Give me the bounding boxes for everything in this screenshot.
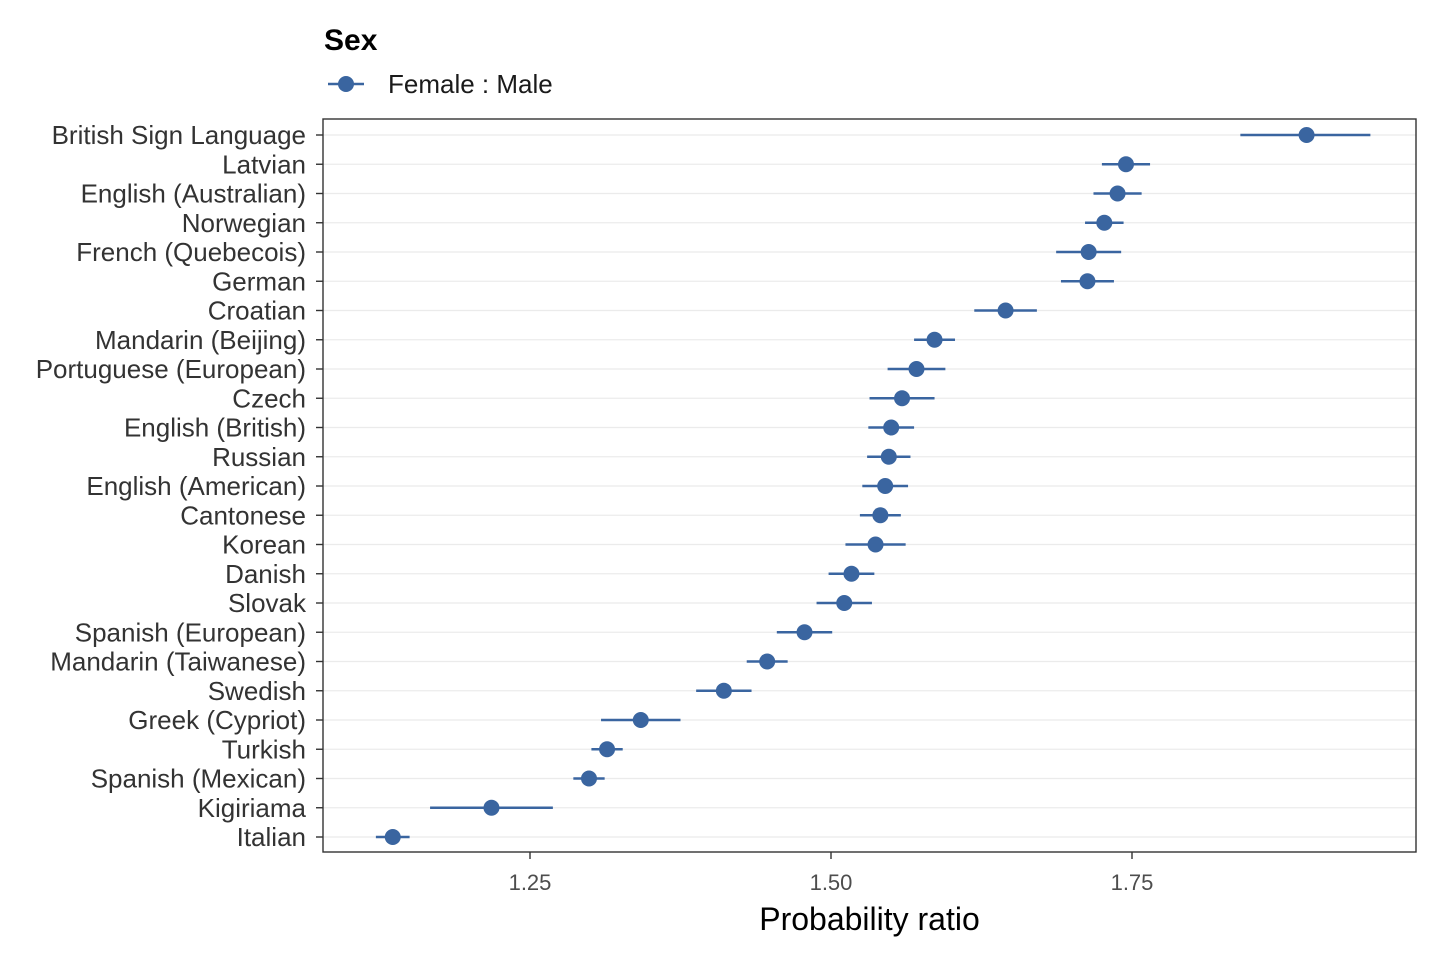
data-marks xyxy=(375,127,1371,845)
y-tick-label: Spanish (Mexican) xyxy=(91,764,306,794)
y-tick-label: Portuguese (European) xyxy=(36,354,306,384)
data-point xyxy=(715,682,732,699)
data-point xyxy=(1080,244,1097,260)
data-point xyxy=(926,331,943,348)
data-point xyxy=(632,712,649,728)
legend-title: Sex xyxy=(324,24,378,57)
y-tick-label: Greek (Cypriot) xyxy=(128,705,306,735)
x-tick-label: 1.75 xyxy=(1111,870,1154,895)
data-point xyxy=(997,302,1014,319)
legend-label: Female : Male xyxy=(388,69,553,99)
y-tick-label: Cantonese xyxy=(180,500,306,530)
x-axis: 1.25 1.50 1.75 xyxy=(509,852,1154,895)
y-tick-label: Slovak xyxy=(228,588,307,618)
y-tick-label: Swedish xyxy=(208,676,306,706)
data-point xyxy=(872,507,889,524)
data-point xyxy=(883,419,900,436)
y-tick-label: Russian xyxy=(212,442,306,472)
data-point xyxy=(384,829,401,845)
data-point xyxy=(836,595,853,611)
y-tick-label: Croatian xyxy=(208,296,306,326)
data-point xyxy=(1117,156,1134,173)
data-point xyxy=(796,624,813,641)
y-tick-label: German xyxy=(212,266,306,296)
y-tick-label: Italian xyxy=(237,822,306,852)
x-tick-label: 1.50 xyxy=(810,870,853,895)
y-tick-label: Latvian xyxy=(222,149,306,179)
x-axis-title: Probability ratio xyxy=(759,901,980,937)
data-point xyxy=(894,390,911,407)
y-tick-label: French (Quebecois) xyxy=(76,237,306,267)
y-tick-label: Korean xyxy=(222,530,306,560)
y-tick-label: Norwegian xyxy=(182,208,306,238)
data-point xyxy=(1109,185,1126,202)
y-tick-label: English (British) xyxy=(124,413,306,443)
data-point xyxy=(908,361,925,377)
y-tick-label: Spanish (European) xyxy=(75,617,306,647)
data-point xyxy=(580,770,597,787)
y-tick-label: Danish xyxy=(225,559,306,589)
data-point xyxy=(1298,127,1315,143)
y-tick-label: Mandarin (Taiwanese) xyxy=(50,647,306,677)
data-point xyxy=(759,653,776,670)
y-tick-label: British Sign Language xyxy=(52,120,306,150)
data-point xyxy=(843,565,860,582)
data-point xyxy=(867,536,884,553)
legend-key-point xyxy=(338,76,354,92)
data-point xyxy=(1096,214,1113,231)
data-point xyxy=(880,448,897,465)
y-tick-label: Turkish xyxy=(222,734,306,764)
x-tick-label: 1.25 xyxy=(509,870,552,895)
y-tick-label: Czech xyxy=(232,383,306,413)
legend: Sex Female : Male xyxy=(324,24,553,99)
y-tick-label: Mandarin (Beijing) xyxy=(95,325,306,355)
data-point xyxy=(483,799,500,816)
y-tick-label: English (American) xyxy=(86,471,306,501)
y-tick-label: Kigiriama xyxy=(198,793,307,823)
data-point xyxy=(877,478,894,494)
y-tick-label: English (Australian) xyxy=(81,179,306,209)
data-point xyxy=(599,741,616,758)
data-point xyxy=(1079,273,1096,290)
